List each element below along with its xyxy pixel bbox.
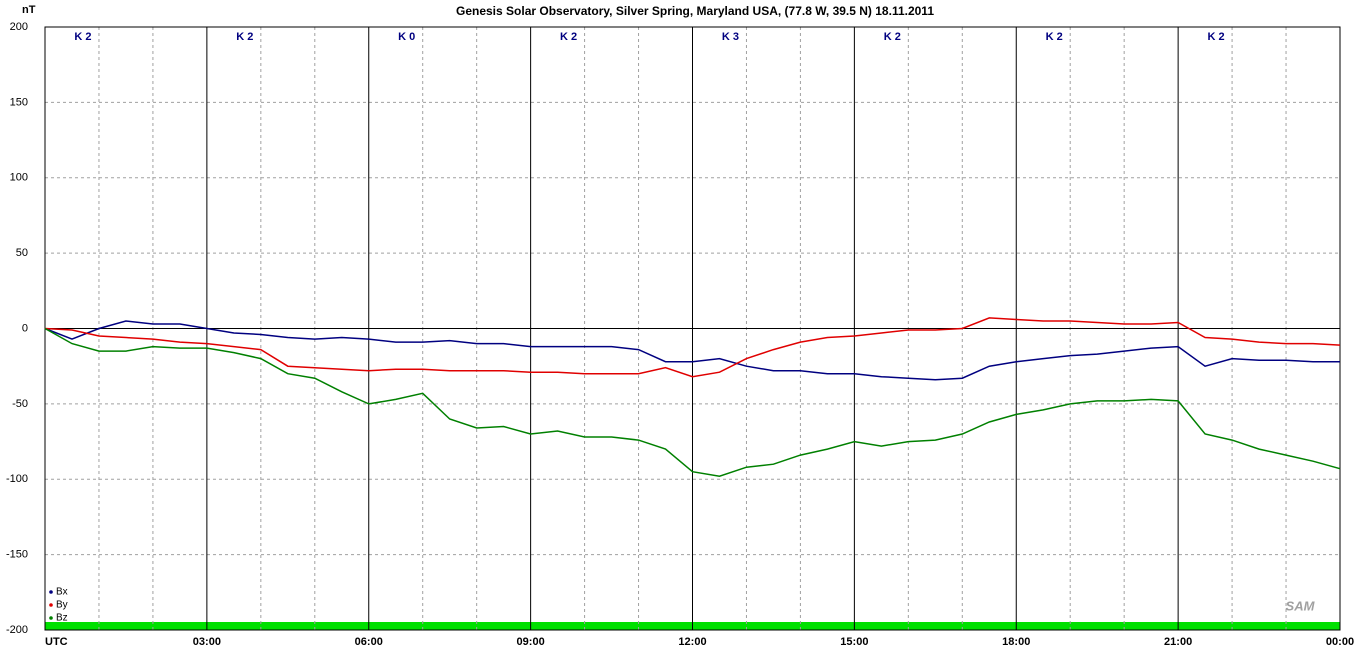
legend-marker — [49, 616, 53, 620]
legend-label: Bz — [56, 613, 68, 624]
y-tick-label: 0 — [22, 322, 28, 334]
legend-marker — [49, 590, 53, 594]
k-index-label: K 3 — [722, 31, 739, 43]
series-line — [44, 327, 1341, 477]
k-index-label: K 2 — [74, 31, 91, 43]
x-tick-label: UTC — [45, 636, 68, 648]
x-tick-label: 18:00 — [1002, 636, 1030, 648]
y-tick-label: -100 — [6, 473, 28, 485]
x-tick-label: 09:00 — [517, 636, 545, 648]
k-index-label: K 2 — [1046, 31, 1063, 43]
legend-marker — [49, 603, 53, 607]
series-line — [44, 317, 1341, 378]
k-index-label: K 0 — [398, 31, 415, 43]
y-axis-label: nT — [22, 4, 36, 16]
chart-title: Genesis Solar Observatory, Silver Spring… — [456, 4, 934, 18]
x-tick-label: 03:00 — [193, 636, 221, 648]
k-index-label: K 2 — [560, 31, 577, 43]
x-tick-label: 15:00 — [840, 636, 868, 648]
k-index-label: K 2 — [1208, 31, 1225, 43]
y-tick-label: -150 — [6, 549, 28, 561]
x-tick-label: 21:00 — [1164, 636, 1192, 648]
x-tick-label: 00:00 — [1326, 636, 1354, 648]
y-tick-label: 100 — [10, 172, 28, 184]
y-tick-label: -200 — [6, 624, 28, 636]
y-tick-label: 150 — [10, 96, 28, 108]
legend-label: Bx — [56, 587, 68, 598]
y-tick-label: 200 — [10, 21, 28, 33]
k-index-label: K 2 — [236, 31, 253, 43]
y-tick-label: -50 — [12, 398, 28, 410]
series-line — [44, 320, 1340, 381]
y-tick-label: 50 — [16, 247, 28, 259]
x-tick-label: 12:00 — [678, 636, 706, 648]
logo: SAM — [1286, 598, 1316, 613]
k-index-label: K 2 — [884, 31, 901, 43]
legend-label: By — [56, 600, 68, 611]
x-tick-label: 06:00 — [355, 636, 383, 648]
